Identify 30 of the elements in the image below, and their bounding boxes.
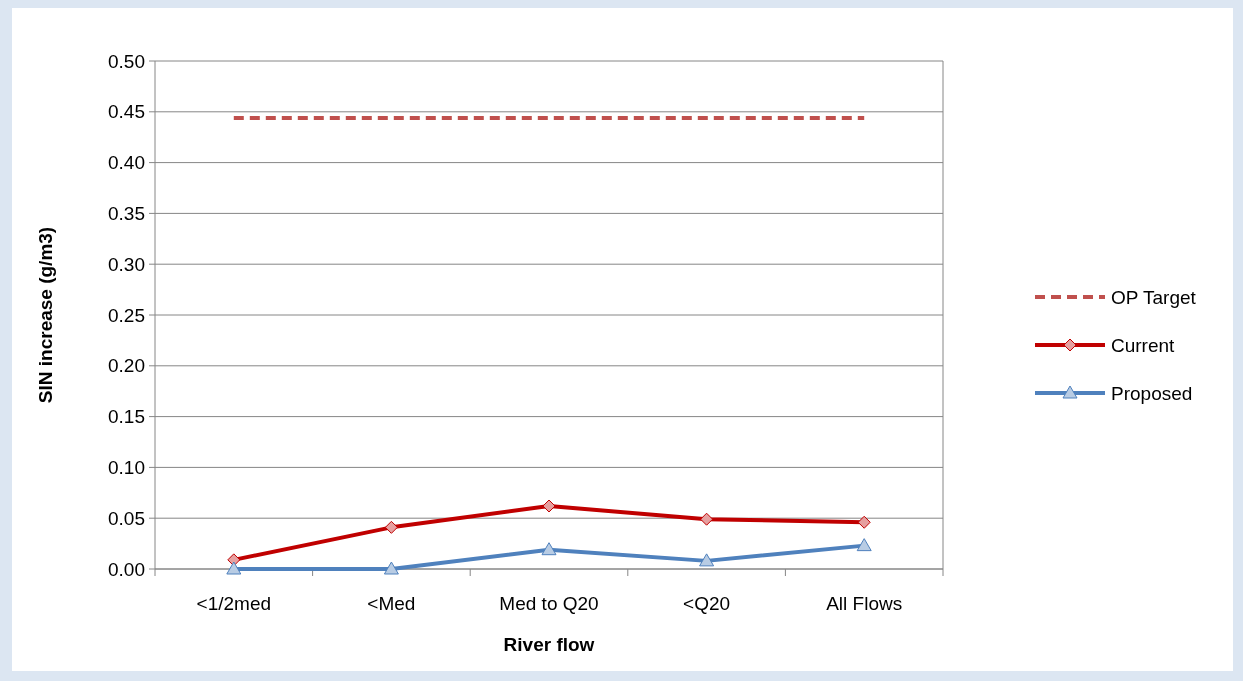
y-tick-label: 0.20 [108, 355, 145, 377]
x-axis-title: River flow [503, 634, 595, 655]
y-tick-label: 0.10 [108, 457, 145, 479]
point [542, 499, 556, 513]
point [383, 561, 399, 575]
y-tick-label: 0.00 [108, 558, 145, 580]
y-tick-label: 0.30 [108, 253, 145, 275]
y-tick-label: 0.50 [108, 50, 145, 72]
point [699, 553, 715, 567]
point [226, 561, 242, 575]
y-tick-label: 0.40 [108, 152, 145, 174]
x-tick-label: Med to Q20 [499, 593, 599, 614]
y-tick-label: 0.45 [108, 101, 145, 123]
x-tick-label: <Med [367, 593, 416, 614]
point [856, 538, 872, 552]
legend-label: Proposed [1111, 382, 1193, 404]
x-tick-label: <1/2med [196, 593, 272, 614]
y-axis-title: SIN increase (g/m3) [35, 226, 56, 404]
point [857, 515, 871, 529]
point [700, 512, 714, 526]
point [384, 520, 398, 534]
legend-label: Current [1111, 334, 1176, 356]
x-tick-label: All Flows [826, 593, 903, 614]
legend-label: OP Target [1111, 286, 1197, 308]
y-tick-label: 0.05 [108, 507, 145, 529]
y-tick-label: 0.25 [108, 304, 145, 326]
y-tick-label: 0.35 [108, 203, 145, 225]
x-tick-label: <Q20 [683, 593, 731, 614]
y-tick-label: 0.15 [108, 406, 145, 428]
point [541, 542, 557, 556]
